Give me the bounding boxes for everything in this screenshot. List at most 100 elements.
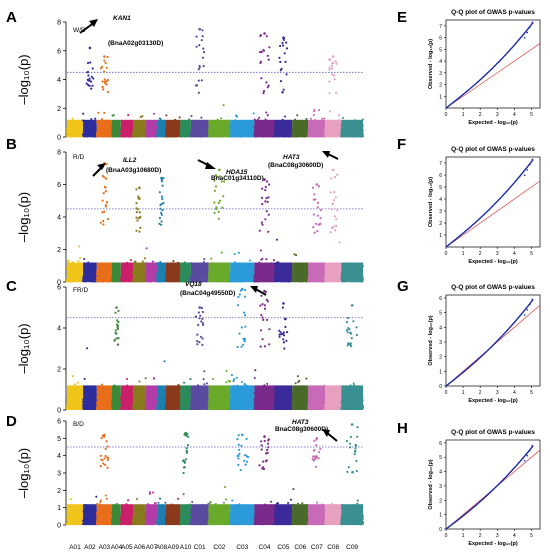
peak-snp-point <box>105 66 108 69</box>
peak-snp-point <box>87 79 90 82</box>
chromosome-points-A10 <box>179 118 192 138</box>
chromosome-points-A03 <box>95 262 113 283</box>
chromosome-points-A01 <box>66 117 85 138</box>
chromosome-points-C02 <box>207 104 232 138</box>
snp-point <box>219 117 223 120</box>
peak-top-point <box>88 46 92 50</box>
snp-point <box>103 111 106 114</box>
snp-point <box>258 116 261 119</box>
peak-C05 <box>278 36 289 94</box>
peak-snp-point <box>333 78 336 81</box>
peak-snp-point <box>202 65 205 68</box>
chromosome-points-A09 <box>164 114 182 138</box>
snp-point <box>139 116 142 119</box>
peak-snp-point <box>92 77 95 80</box>
y-tick-label: 8 <box>57 150 61 157</box>
peak-snp-point <box>103 70 106 73</box>
snp-point <box>83 257 86 261</box>
snp-dense-band <box>230 119 255 137</box>
peak-snp-point <box>281 41 284 45</box>
snp-dense-band <box>67 119 84 137</box>
snp-point <box>329 110 332 113</box>
chromosome-points-A01 <box>65 245 85 283</box>
peak-C01 <box>194 27 206 94</box>
snp-dense-band <box>190 119 209 137</box>
peak-snp-point <box>282 38 285 42</box>
snp-dense-band <box>165 119 181 137</box>
peak-snp-point <box>101 85 104 88</box>
snp-dense-band <box>120 119 133 137</box>
chromosome-points-A06 <box>131 115 147 138</box>
snp-point <box>318 109 321 112</box>
peak-snp-point <box>201 29 204 32</box>
snp-dense-band <box>145 119 158 137</box>
peak-snp-point <box>197 91 200 94</box>
peak-snp-point <box>328 66 331 69</box>
peak-snp-point <box>103 78 106 81</box>
peak-snp-point <box>87 83 90 87</box>
snp-point <box>66 260 69 263</box>
peak-snp-point <box>281 91 284 94</box>
peak-snp-point <box>282 44 285 47</box>
peak-snp-point <box>285 41 288 44</box>
snp-dense-band <box>133 119 146 137</box>
y-tick-label: 6 <box>57 182 61 189</box>
snp-point <box>309 117 312 120</box>
y-tick-label: 6 <box>57 48 61 55</box>
chromosome-points-A04 <box>111 114 122 138</box>
peak-C04 <box>258 32 271 95</box>
snp-point <box>165 114 168 117</box>
peak-top-point <box>263 32 266 35</box>
snp-point <box>296 114 299 117</box>
peak-snp-point <box>268 46 271 49</box>
peak-snp-point <box>89 61 92 64</box>
y-tick-label: 4 <box>57 77 61 84</box>
peak-snp-point <box>258 51 262 54</box>
y-tick-label: 2 <box>57 106 61 113</box>
snp-point <box>127 114 130 117</box>
peak-snp-point <box>106 78 109 82</box>
chromosome-points-A02 <box>82 257 98 283</box>
snp-dense-band <box>208 119 231 137</box>
snp-dense-band <box>157 119 166 137</box>
snp-dense-band <box>83 262 97 282</box>
peak-snp-point <box>330 67 334 70</box>
y-tick-label: 8 <box>57 20 61 27</box>
snp-point <box>305 117 308 121</box>
peak-A03 <box>100 55 109 93</box>
peak-snp-point <box>91 67 94 70</box>
peak-snp-point <box>104 61 107 65</box>
manhattan-plots: –log₁₀(p)02468–log₁₀(p)02468–log₁₀(p)024… <box>16 20 365 551</box>
chromosome-points-C03 <box>229 112 256 138</box>
peak-snp-point <box>280 67 283 70</box>
snp-point <box>97 111 100 114</box>
snp-point <box>200 116 203 119</box>
peak-top-point <box>282 36 285 40</box>
peak-snp-point <box>102 88 105 91</box>
snp-dense-band <box>96 262 113 282</box>
peak-snp-point <box>259 60 262 63</box>
peak-top-point <box>103 55 106 58</box>
peak-top-point <box>331 55 335 58</box>
snp-point <box>313 108 316 111</box>
snp-point <box>78 245 81 248</box>
y-tick-label: 4 <box>57 215 61 222</box>
snp-point <box>337 114 340 117</box>
snp-point <box>235 115 239 118</box>
snp-point <box>78 256 82 260</box>
snp-dense-band <box>325 119 342 137</box>
chromosome-points-A02 <box>82 112 98 138</box>
peak-snp-point <box>330 64 333 67</box>
peak-top-point <box>198 27 201 31</box>
snp-dense-band <box>274 119 293 137</box>
chromosome-points-A05 <box>119 114 134 138</box>
peak-snp-point <box>266 54 269 57</box>
peak-snp-point <box>195 45 198 48</box>
snp-point <box>71 117 74 120</box>
peak-snp-point <box>262 92 265 95</box>
snp-point <box>341 116 344 120</box>
peak-snp-point <box>197 68 200 71</box>
peak-C08 <box>328 55 338 95</box>
peak-snp-point <box>332 74 336 77</box>
